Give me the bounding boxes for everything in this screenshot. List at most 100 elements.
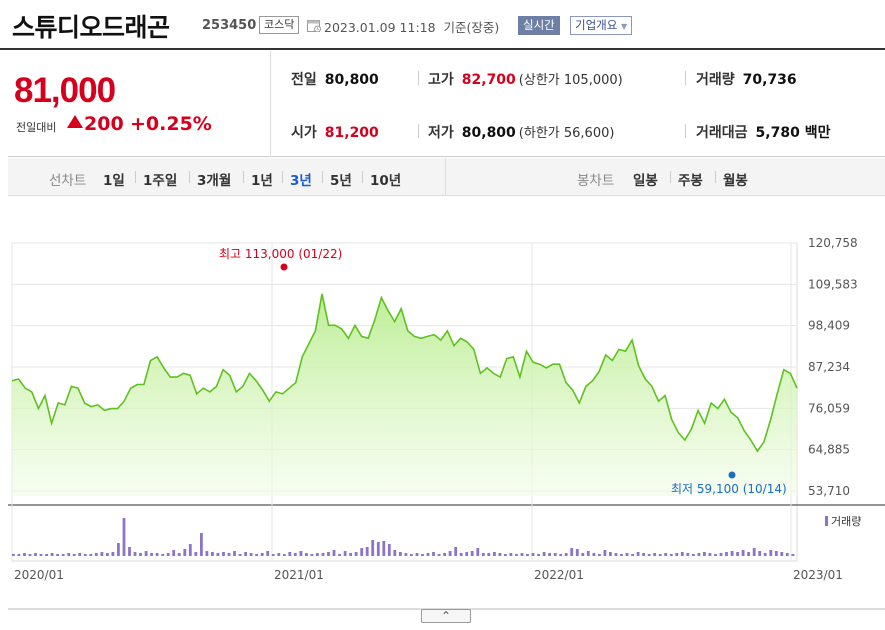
volume-bar [321, 553, 325, 556]
volume-bar [61, 554, 65, 556]
x-tick-label: 2020/01 [14, 568, 64, 582]
volume-bar [669, 554, 673, 556]
volume-bar [564, 553, 568, 556]
volume-bar [293, 553, 297, 556]
prev-close: 전일 80,800 [291, 72, 379, 88]
x-tick-label: 2021/01 [274, 568, 324, 582]
volume-bar [404, 553, 408, 556]
divider [685, 71, 686, 85]
volume-bar [144, 551, 148, 556]
volume-bar [586, 551, 590, 556]
volume-bar [233, 551, 236, 556]
period-daily[interactable]: 일봉 [633, 173, 658, 189]
volume-bar [570, 548, 574, 556]
volume-bar [67, 553, 71, 556]
volume-bar [282, 554, 286, 556]
volume-bar [686, 553, 690, 556]
divider [270, 51, 271, 157]
volume-bar [89, 554, 93, 556]
period-5y[interactable]: 5년 [330, 173, 352, 189]
volume-bar [200, 533, 203, 556]
divider [189, 171, 190, 183]
volume-bar [614, 553, 618, 556]
volume-bar [465, 552, 469, 556]
y-tick-label: 76,059 [808, 401, 850, 415]
low-marker [728, 471, 736, 479]
volume-bar [150, 553, 153, 556]
divider [243, 171, 244, 183]
volume-legend: 거래량 [831, 515, 861, 528]
volume-bar [559, 554, 563, 556]
volume-bar [774, 551, 778, 556]
company-overview-dropdown[interactable]: 기업개요 ▼ [570, 16, 633, 35]
volume-bar [216, 553, 220, 556]
volume-bar [255, 554, 258, 556]
divider [685, 124, 686, 138]
volume-bar [172, 550, 176, 556]
volume-bar [338, 554, 341, 556]
volume-bar [23, 553, 26, 556]
period-monthly[interactable]: 월봉 [723, 173, 748, 189]
volume-bar [316, 553, 319, 556]
y-tick-label: 109,583 [808, 277, 858, 291]
price-area [12, 293, 797, 496]
volume: 거래량 70,736 [696, 72, 797, 88]
period-1y[interactable]: 1년 [251, 173, 273, 189]
volume-bar [343, 551, 347, 556]
volume-bar [177, 553, 181, 556]
volume-bar [509, 553, 513, 556]
volume-bar [415, 553, 419, 556]
volume-bar [56, 554, 59, 556]
volume-bar [139, 553, 142, 556]
volume-bar [426, 553, 430, 556]
x-axis-labels: 2020/01 2021/01 2022/01 2023/01 [14, 568, 843, 582]
volume-bar [531, 553, 535, 556]
volume-bar [432, 552, 435, 556]
change-value: 200 [84, 113, 124, 135]
low-annotation: 최저 59,100 (10/14) [671, 482, 787, 496]
x-tick-label: 2022/01 [534, 568, 584, 582]
stock-code: 253450 [202, 18, 257, 33]
volume-bar [553, 553, 557, 556]
open-price: 시가 81,200 [291, 125, 379, 141]
volume-bar [244, 552, 247, 556]
volume-bar [78, 553, 82, 556]
volume-bar [714, 554, 717, 556]
volume-bar [376, 542, 380, 556]
period-1d[interactable]: 1일 [103, 173, 125, 189]
realtime-button[interactable]: 실시간 [518, 16, 560, 35]
volume-bar [758, 551, 762, 556]
volume-bar [271, 554, 275, 556]
divider [282, 171, 283, 183]
volume-bar [72, 554, 76, 556]
period-weekly[interactable]: 주봉 [678, 173, 703, 189]
collapse-button[interactable]: ⌃ [421, 609, 471, 623]
volume-bar [653, 553, 657, 556]
volume-bar [327, 552, 330, 556]
volume-bar [393, 550, 397, 556]
volume-bar [354, 552, 358, 556]
volume-bar [493, 552, 496, 556]
volume-bar [603, 550, 607, 556]
y-tick-label: 64,885 [808, 443, 850, 457]
volume-bar [548, 553, 551, 556]
y-axis-labels: 120,758 109,583 98,409 87,234 76,059 64,885 53… [808, 236, 858, 498]
volume-bar [106, 553, 109, 556]
volume-bar [299, 551, 303, 556]
volume-bar [620, 554, 623, 556]
volume-bar [117, 543, 120, 556]
divider [445, 158, 446, 196]
volume-bar [443, 553, 446, 556]
period-1w[interactable]: 1주일 [143, 173, 178, 189]
volume-bar [498, 553, 502, 556]
volume-bar [631, 554, 634, 556]
volume-bar [481, 553, 485, 556]
period-10y[interactable]: 10년 [370, 173, 402, 189]
price-line [11, 293, 798, 453]
volume-bar [305, 553, 308, 556]
volume-bar [487, 553, 491, 556]
volume-bar [592, 553, 596, 556]
period-3y[interactable]: 3년 [290, 173, 312, 189]
period-3m[interactable]: 3개월 [197, 173, 232, 189]
volume-bar [399, 552, 402, 556]
